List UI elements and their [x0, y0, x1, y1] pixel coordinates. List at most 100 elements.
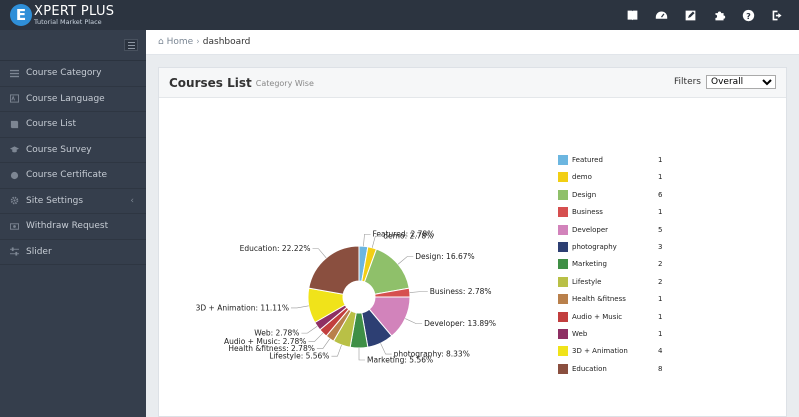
legend-swatch	[558, 329, 568, 339]
legend-item-7[interactable]: Lifestyle 2	[558, 276, 668, 288]
sidebar-item-label: Withdraw Request	[26, 221, 109, 232]
book-icon[interactable]	[624, 7, 640, 23]
pie-leader-line-6	[358, 348, 365, 361]
legend-value: 1	[658, 330, 663, 338]
filter-select[interactable]: Overall	[706, 75, 776, 89]
legend-label: 3D + Animation	[572, 347, 628, 356]
sidebar-item-label: Course Language	[26, 93, 105, 104]
legend-item-6[interactable]: Marketing 2	[558, 258, 668, 270]
legend-value: 6	[658, 190, 663, 199]
legend-item-3[interactable]: Business 1	[558, 206, 668, 218]
legend-swatch	[558, 224, 568, 235]
pie-leader-line-4	[405, 318, 423, 324]
language-icon	[9, 93, 20, 104]
breadcrumb-current: dashboard	[202, 37, 251, 47]
pie-label-3: Business: 2.78%	[430, 287, 492, 296]
brand-logo[interactable]: E XPERT PLUS Tutorial Market Place	[10, 3, 114, 27]
legend-swatch	[558, 346, 568, 357]
legend-label: Design	[572, 190, 597, 199]
filters-label: Filters	[674, 77, 701, 87]
legend-swatch	[558, 172, 568, 183]
sidebar-item-slider[interactable]: Slider	[0, 240, 146, 265]
pie-leader-line-0	[363, 233, 371, 247]
sliders-icon	[9, 246, 20, 257]
pie-leader-line-1	[371, 235, 382, 248]
pie-label-12: Education: 22.22%	[240, 244, 311, 253]
legend-item-5[interactable]: photography 3	[558, 241, 668, 253]
sidebar-item-course-list[interactable]: Course List	[0, 112, 146, 138]
legend-item-0[interactable]: Featured 1	[558, 154, 668, 166]
panel-subtitle: Category Wise	[255, 79, 314, 88]
legend-label: Business	[572, 208, 603, 217]
sidebar-item-label: Site Settings	[26, 195, 84, 206]
legend-item-1[interactable]: demo 1	[558, 171, 668, 183]
legend-item-11[interactable]: 3D + Animation 4	[558, 345, 668, 357]
legend-label: Audio + Music	[572, 312, 623, 321]
pie-label-7: Lifestyle: 5.56%	[269, 352, 329, 361]
pie-label-5: photography: 8.33%	[394, 350, 470, 359]
help-icon[interactable]: ?	[740, 7, 756, 23]
sidebar-toggle-button[interactable]	[124, 39, 138, 51]
sidebar-item-label: Course Category	[26, 68, 102, 79]
pie-leader-line-8	[316, 338, 330, 349]
legend-item-12[interactable]: Education 8	[558, 363, 668, 375]
legend-item-2[interactable]: Design 6	[558, 189, 668, 201]
legend-swatch	[558, 242, 568, 252]
pie-label-11: 3D + Animation: 11.11%	[196, 303, 289, 312]
panel-header: Courses List Category Wise Filters Overa…	[159, 68, 786, 98]
sidebar-item-withdraw-request[interactable]: Withdraw Request	[0, 214, 146, 240]
legend-value: 1	[658, 208, 663, 217]
legend-label: Education	[572, 364, 607, 373]
breadcrumb-home-link[interactable]: ⌂ Home	[158, 37, 194, 47]
brand-title: XPERT PLUS	[34, 3, 115, 19]
legend-swatch	[558, 207, 568, 218]
legend-label: Health &fitness	[572, 295, 626, 304]
legend-label: Featured	[572, 156, 603, 164]
sidebar-item-label: Course List	[26, 119, 77, 130]
legend-swatch	[558, 189, 568, 200]
sidebar-item-course-certificate[interactable]: Course Certificate	[0, 163, 146, 189]
logout-icon[interactable]	[769, 7, 785, 23]
pie-label-2: Design: 16.67%	[415, 252, 474, 261]
sidebar-item-site-settings[interactable]: Site Settings ‹	[0, 189, 146, 214]
sidebar-item-course-language[interactable]: Course Language	[0, 87, 146, 112]
sidebar-item-course-survey[interactable]: Course Survey	[0, 138, 146, 163]
breadcrumb: ⌂ Home › dashboard	[146, 30, 799, 55]
svg-text:?: ?	[746, 10, 751, 20]
pie-leader-line-10	[301, 326, 318, 334]
legend-label: Lifestyle	[572, 277, 602, 286]
sidebar-item-label: Slider	[26, 246, 52, 257]
legend-label: Developer	[572, 225, 609, 234]
legend-value: 2	[658, 260, 663, 269]
pie-label-6: Marketing: 5.56%	[367, 356, 433, 365]
certificate-icon	[9, 170, 20, 181]
chevron-left-icon: ‹	[130, 195, 134, 206]
filters: Filters Overall	[674, 75, 776, 89]
home-icon: ⌂	[158, 37, 164, 47]
pie-leader-line-5	[380, 343, 392, 355]
legend-item-10[interactable]: Web 1	[558, 328, 668, 340]
legend-label: photography	[572, 243, 617, 251]
legend-value: 5	[658, 225, 663, 234]
puzzle-icon[interactable]	[711, 7, 727, 23]
legend-swatch	[558, 363, 568, 374]
graduation-icon	[9, 144, 20, 155]
dashboard-icon[interactable]	[653, 7, 669, 23]
legend-value: 1	[658, 173, 663, 182]
pie-label-10: Web: 2.78%	[254, 329, 299, 338]
legend-item-9[interactable]: Audio + Music 1	[558, 311, 668, 323]
brand-logo-mark: E	[10, 4, 32, 26]
pie-leader-line-2	[397, 256, 414, 265]
legend-value: 1	[658, 156, 663, 164]
edit-icon[interactable]	[682, 7, 698, 23]
top-navbar: E XPERT PLUS Tutorial Market Place ?	[0, 0, 799, 30]
legend-value: 2	[658, 277, 663, 286]
pie-leader-line-3	[409, 291, 428, 293]
sidebar-item-course-category[interactable]: Course Category	[0, 61, 146, 87]
legend-value: 4	[658, 347, 663, 356]
legend-item-4[interactable]: Developer 5	[558, 224, 668, 236]
legend-item-8[interactable]: Health &fitness 1	[558, 293, 668, 305]
panel-title: Courses List	[169, 75, 252, 90]
courses-list-panel: Courses List Category Wise Filters Overa…	[158, 67, 787, 417]
pie-slice-12[interactable]	[308, 245, 360, 295]
